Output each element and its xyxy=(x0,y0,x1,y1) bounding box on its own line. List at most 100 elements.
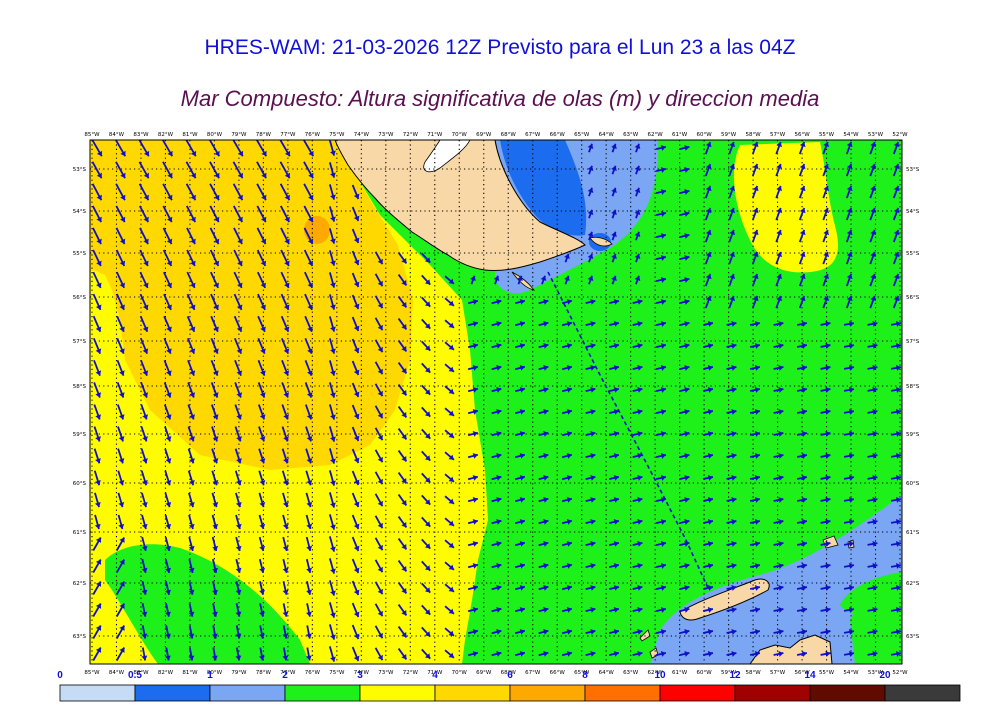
lon-label: 57°W xyxy=(770,670,786,676)
wave-arrow xyxy=(421,274,431,286)
colorbar-tick-label: 0 xyxy=(57,670,63,681)
wave-arrow xyxy=(890,408,902,415)
wave-arrow xyxy=(116,382,125,398)
wave-arrow xyxy=(561,606,573,613)
wave-arrow xyxy=(679,188,690,195)
wave-arrow xyxy=(634,143,641,153)
wave-arrow xyxy=(655,628,667,635)
wave-arrow xyxy=(679,342,690,349)
lon-label: 64°W xyxy=(599,132,615,138)
wave-arrow xyxy=(726,320,737,327)
wave-arrow xyxy=(185,139,197,157)
wave-arrow xyxy=(585,628,596,635)
wave-arrow xyxy=(820,386,831,393)
wave-arrow xyxy=(374,625,384,639)
wave-arrow xyxy=(141,558,148,574)
wave-arrow xyxy=(185,183,197,201)
wave-arrow xyxy=(632,518,643,525)
wave-arrow xyxy=(585,342,596,349)
lat-label: 62°S xyxy=(73,581,87,587)
wave-arrow xyxy=(114,139,127,157)
wave-arrow xyxy=(538,606,549,613)
wave-arrow xyxy=(728,295,736,309)
wave-arrow xyxy=(867,386,878,393)
wave-arrow xyxy=(93,337,102,355)
wave-arrow xyxy=(117,470,125,486)
wave-arrow xyxy=(843,628,855,635)
wave-arrow xyxy=(538,320,549,327)
wave-arrow xyxy=(281,360,290,376)
wave-arrow xyxy=(397,516,408,528)
wave-arrow xyxy=(796,408,808,415)
wave-arrow xyxy=(212,581,218,595)
wave-arrow xyxy=(585,584,596,591)
wave-arrow xyxy=(115,183,126,201)
wave-arrow xyxy=(304,271,313,289)
wave-arrow xyxy=(93,470,101,486)
wave-arrow xyxy=(514,386,526,393)
wave-arrow xyxy=(116,271,125,289)
wave-arrow xyxy=(328,602,336,618)
wave-arrow xyxy=(702,474,714,481)
wave-arrow xyxy=(397,648,408,660)
wave-arrow xyxy=(538,342,549,349)
wave-arrow xyxy=(561,452,573,459)
wave-arrow xyxy=(444,407,455,417)
wave-arrow xyxy=(867,342,878,349)
wave-arrow xyxy=(187,360,196,376)
wave-arrow xyxy=(892,273,900,287)
wave-arrow xyxy=(467,430,479,437)
wave-arrow xyxy=(561,562,573,569)
wave-arrow xyxy=(163,404,172,420)
wave-arrow xyxy=(328,426,336,442)
wave-arrow xyxy=(351,646,360,662)
wave-arrow xyxy=(165,603,171,617)
wave-arrow xyxy=(843,540,855,547)
wave-arrow xyxy=(421,450,431,462)
wave-arrow xyxy=(820,452,831,459)
wave-arrow xyxy=(632,562,643,569)
wave-arrow xyxy=(328,206,336,222)
wave-arrow xyxy=(796,342,808,349)
wave-arrow xyxy=(421,560,431,572)
colorbar-tick-label: 4 xyxy=(432,670,438,681)
wave-arrow xyxy=(374,361,384,375)
wave-arrow xyxy=(116,404,125,420)
lon-labels-top: 85°W 84°W 83°W 82°W 81°W 80°W 79°W 78°W 77°W 76°W… xyxy=(84,132,908,138)
wave-arrow xyxy=(115,625,126,639)
wave-arrow xyxy=(517,275,523,285)
wave-arrow xyxy=(351,294,360,310)
wave-arrow xyxy=(655,430,667,437)
wave-arrow xyxy=(374,405,384,419)
wave-arrow xyxy=(421,428,431,440)
wave-arrow xyxy=(679,166,690,173)
wave-arrow xyxy=(890,562,902,569)
wave-arrow xyxy=(728,229,736,243)
wave-arrow xyxy=(374,559,384,573)
wave-arrow xyxy=(210,360,219,376)
wave-arrow xyxy=(208,139,221,157)
wave-arrow xyxy=(867,364,878,371)
wave-arrow xyxy=(867,540,878,547)
wave-arrow xyxy=(538,298,549,305)
lon-label: 73°W xyxy=(378,670,394,676)
wave-arrow xyxy=(374,383,384,397)
wave-arrow xyxy=(257,271,266,289)
wave-arrow xyxy=(258,536,266,552)
lat-label: 62°S xyxy=(906,581,920,587)
wave-arrow xyxy=(611,209,617,219)
wave-arrow xyxy=(890,342,902,349)
wave-arrow xyxy=(234,382,243,398)
lon-label: 61°W xyxy=(672,670,688,676)
wave-arrow xyxy=(514,540,526,547)
wave-arrow xyxy=(820,540,831,547)
wave-arrow xyxy=(187,382,196,398)
lon-labels-bottom: 85°W 84°W 83°W 82°W 81°W 80°W 79°W 78°W 77°W 76°W… xyxy=(84,670,908,676)
wave-arrow xyxy=(728,163,736,177)
wave-arrow xyxy=(890,540,902,547)
wave-arrow xyxy=(796,650,808,657)
wave-arrow xyxy=(161,139,174,157)
wave-arrow xyxy=(843,386,855,393)
wave-arrow xyxy=(491,496,502,503)
wave-arrow xyxy=(328,294,336,310)
